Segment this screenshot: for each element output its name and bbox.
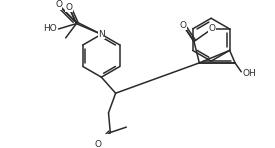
Text: HO: HO [43,24,57,33]
Text: N: N [98,30,105,39]
Text: O: O [94,140,101,148]
Text: O: O [55,0,62,9]
Text: O: O [208,24,215,33]
Text: O: O [66,3,73,12]
Text: OH: OH [242,69,256,78]
Text: O: O [180,21,187,30]
